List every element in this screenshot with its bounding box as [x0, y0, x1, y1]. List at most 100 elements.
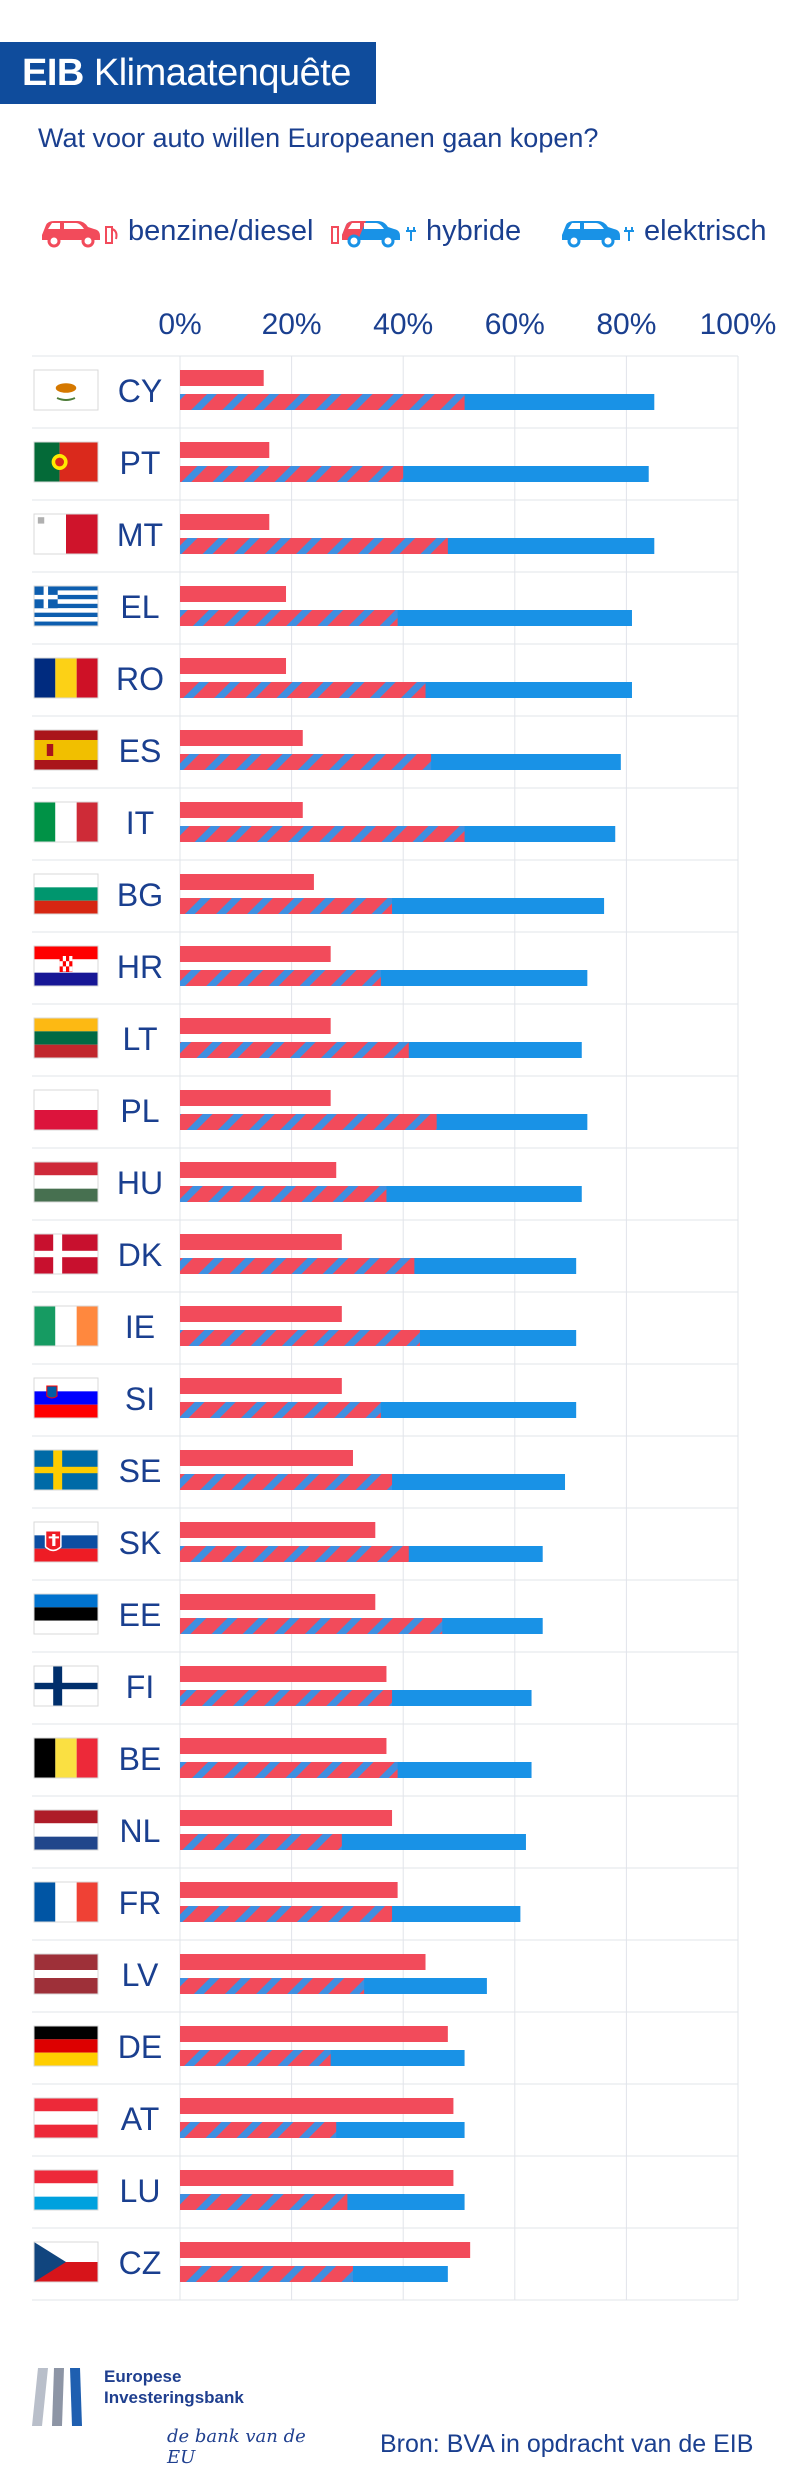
country-row: HR	[32, 945, 738, 1005]
country-row: LU	[32, 2169, 738, 2229]
bar-petrol	[180, 586, 287, 602]
luxembourg-flag-icon	[33, 2169, 99, 2211]
bar-hybrid	[180, 1546, 409, 1562]
country-code-label: RO	[116, 661, 164, 697]
bar-hybrid	[180, 2050, 331, 2066]
country-code-label: EL	[120, 589, 159, 625]
bar-hybrid	[180, 2122, 337, 2138]
bar-petrol	[180, 1234, 342, 1250]
bar-petrol	[180, 1666, 387, 1682]
country-row: HU	[32, 1161, 738, 1221]
estonia-flag-icon	[33, 1593, 99, 1635]
bar-petrol	[180, 1810, 393, 1826]
country-row: IE	[32, 1305, 738, 1365]
hybrid-car-icon	[331, 221, 416, 248]
eib-logo: Europese Investeringsbank de bank van de…	[32, 2362, 332, 2468]
legend-item-petrol: benzine/diesel	[38, 206, 313, 256]
bar-hybrid	[180, 394, 465, 410]
country-code-label: NL	[120, 1813, 161, 1849]
country-code-label: SK	[119, 1525, 162, 1561]
bar-hybrid	[180, 1834, 342, 1850]
country-code-label: LU	[120, 2173, 161, 2209]
country-row: DK	[32, 1233, 738, 1293]
bar-hybrid	[180, 1330, 420, 1346]
bar-petrol	[180, 1090, 331, 1106]
austria-flag-icon	[33, 2097, 99, 2139]
bar-hybrid	[180, 1690, 393, 1706]
bar-hybrid	[180, 1402, 381, 1418]
x-tick-label: 0%	[158, 308, 201, 341]
country-row: IT	[32, 801, 738, 861]
bar-chart: 0% 20% 40% 60% 80% 100% CY PT MT EL RO ES IT BG HR LT P…	[32, 308, 776, 2301]
bar-hybrid	[180, 1906, 393, 1922]
country-code-label: DE	[118, 2029, 162, 2065]
country-row: DE	[32, 2025, 738, 2085]
page-title: Klimaatenquête	[93, 51, 352, 94]
country-row: SI	[32, 1377, 738, 1437]
country-row: BE	[32, 1737, 738, 1797]
country-row: RO	[32, 657, 738, 717]
spain-flag-icon	[33, 729, 99, 771]
logo-line-2: Investeringsbank	[104, 2388, 244, 2407]
bar-petrol	[180, 802, 303, 818]
source-note: Bron: BVA in opdracht van de EIB	[380, 2430, 754, 2458]
bar-hybrid	[180, 466, 404, 482]
bar-petrol	[180, 442, 270, 458]
country-row: SK	[32, 1521, 738, 1581]
bar-hybrid	[180, 970, 381, 986]
country-code-label: HR	[117, 949, 163, 985]
chart-rows: CY PT MT EL RO ES IT BG HR LT PL HU DK IE SI SE SK EE FI BE…	[32, 369, 738, 2301]
ireland-flag-icon	[33, 1305, 99, 1347]
bar-petrol	[180, 1594, 376, 1610]
country-code-label: HU	[117, 1165, 163, 1201]
country-code-label: SI	[125, 1381, 155, 1417]
blue-car-plug-icon	[562, 221, 634, 248]
bar-petrol	[180, 2026, 448, 2042]
header-band: EIB Klimaatenquête	[0, 42, 376, 104]
bar-petrol	[180, 1522, 376, 1538]
logo-line-1: Europese	[104, 2367, 182, 2386]
bar-hybrid	[180, 826, 465, 842]
bar-petrol	[180, 1162, 337, 1178]
latvia-flag-icon	[33, 1953, 99, 1995]
bar-petrol	[180, 658, 287, 674]
country-code-label: BE	[119, 1741, 162, 1777]
country-code-label: LT	[123, 1021, 158, 1057]
chart-grid	[32, 355, 739, 2300]
cyprus-flag-icon	[33, 369, 99, 411]
country-code-label: EE	[119, 1597, 162, 1633]
country-row: CY	[32, 369, 738, 429]
bulgaria-flag-icon	[33, 873, 99, 915]
france-flag-icon	[33, 1881, 99, 1923]
bar-hybrid	[180, 1978, 365, 1994]
sweden-flag-icon	[33, 1449, 99, 1491]
country-code-label: FR	[119, 1885, 162, 1921]
country-row: MT	[32, 513, 738, 573]
bar-petrol	[180, 370, 264, 386]
x-axis-ticks: 0% 20% 40% 60% 80% 100%	[158, 308, 776, 341]
bar-hybrid	[180, 1762, 398, 1778]
bar-petrol	[180, 514, 270, 530]
bar-hybrid	[180, 1474, 393, 1490]
country-code-label: BG	[117, 877, 163, 913]
country-code-label: CZ	[119, 2245, 162, 2281]
chart-subtitle: Wat voor auto willen Europeanen gaan kop…	[38, 123, 599, 153]
portugal-flag-icon	[33, 441, 99, 483]
country-row: CZ	[32, 2241, 738, 2301]
legend-item-hybrid: hybride	[330, 206, 521, 256]
country-code-label: FI	[126, 1669, 154, 1705]
germany-flag-icon	[33, 2025, 99, 2067]
netherlands-flag-icon	[33, 1809, 99, 1851]
legend-label-hybrid: hybride	[426, 214, 522, 247]
bar-petrol	[180, 1378, 342, 1394]
bar-hybrid	[180, 1042, 409, 1058]
country-code-label: PL	[120, 1093, 159, 1129]
bar-hybrid	[180, 610, 398, 626]
country-row: BG	[32, 873, 738, 933]
bar-petrol	[180, 730, 303, 746]
slovenia-flag-icon	[33, 1377, 99, 1419]
bar-petrol	[180, 2170, 454, 2186]
hungary-flag-icon	[33, 1161, 99, 1203]
x-tick-label: 60%	[485, 308, 545, 341]
poland-flag-icon	[33, 1089, 99, 1131]
